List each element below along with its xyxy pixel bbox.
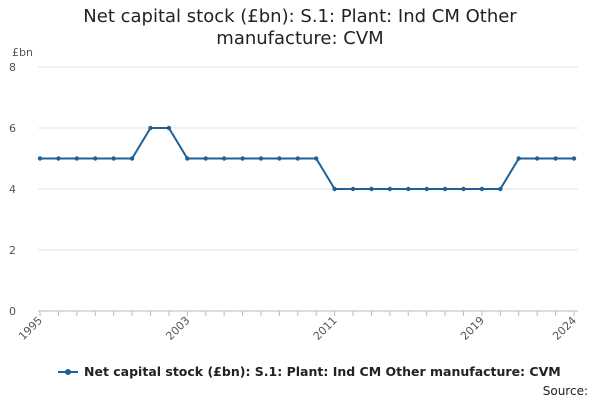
data-point: [74, 156, 80, 161]
y-tick-label: 6: [9, 122, 16, 135]
x-tick-label: 2003: [163, 314, 192, 343]
data-point: [129, 156, 135, 161]
y-tick-label: 4: [9, 183, 16, 196]
data-point: [111, 156, 116, 161]
data-point: [516, 156, 521, 161]
data-point: [56, 156, 61, 161]
x-tick-label: 2024: [550, 314, 579, 343]
data-point: [553, 156, 558, 161]
data-point: [314, 156, 319, 161]
x-tick-label: 2019: [458, 314, 487, 343]
data-point: [295, 156, 300, 161]
legend-swatch-icon: [58, 367, 78, 377]
data-point: [350, 186, 356, 192]
data-point: [406, 186, 411, 192]
data-point: [461, 186, 466, 192]
y-tick-label: 0: [9, 305, 16, 318]
x-tick-label: 1995: [16, 314, 45, 343]
y-tick-label: 2: [9, 244, 16, 257]
data-point: [424, 186, 429, 192]
source-label: Source:: [542, 384, 588, 398]
data-point: [258, 156, 264, 161]
series-line: [40, 127, 574, 190]
data-point: [148, 125, 153, 131]
data-point: [369, 186, 374, 192]
data-point: [240, 156, 245, 161]
data-point: [479, 186, 485, 192]
data-point: [571, 156, 577, 161]
legend-label: Net capital stock (£bn): S.1: Plant: Ind…: [84, 364, 561, 379]
data-point: [221, 156, 227, 161]
data-point: [498, 186, 503, 192]
data-point: [93, 156, 98, 161]
data-point: [332, 186, 337, 192]
y-tick-label: 8: [9, 61, 16, 74]
legend: Net capital stock (£bn): S.1: Plant: Ind…: [58, 364, 561, 379]
data-point: [277, 156, 282, 161]
data-point: [166, 125, 172, 131]
y-axis-unit-label: £bn: [12, 46, 33, 59]
data-point: [442, 186, 448, 192]
data-point: [37, 156, 43, 161]
data-point: [203, 156, 208, 161]
data-point: [387, 186, 393, 192]
x-tick-label: 2011: [311, 314, 340, 343]
x-axis: 1995 2003 2011 2019 2024: [16, 310, 579, 343]
data-point: [534, 156, 540, 161]
chart-title: Net capital stock (£bn): S.1: Plant: Ind…: [83, 6, 517, 49]
data-point: [185, 156, 190, 161]
y-axis-ticks: 0 2 4 6 8: [9, 61, 16, 318]
series-group: [37, 125, 577, 192]
